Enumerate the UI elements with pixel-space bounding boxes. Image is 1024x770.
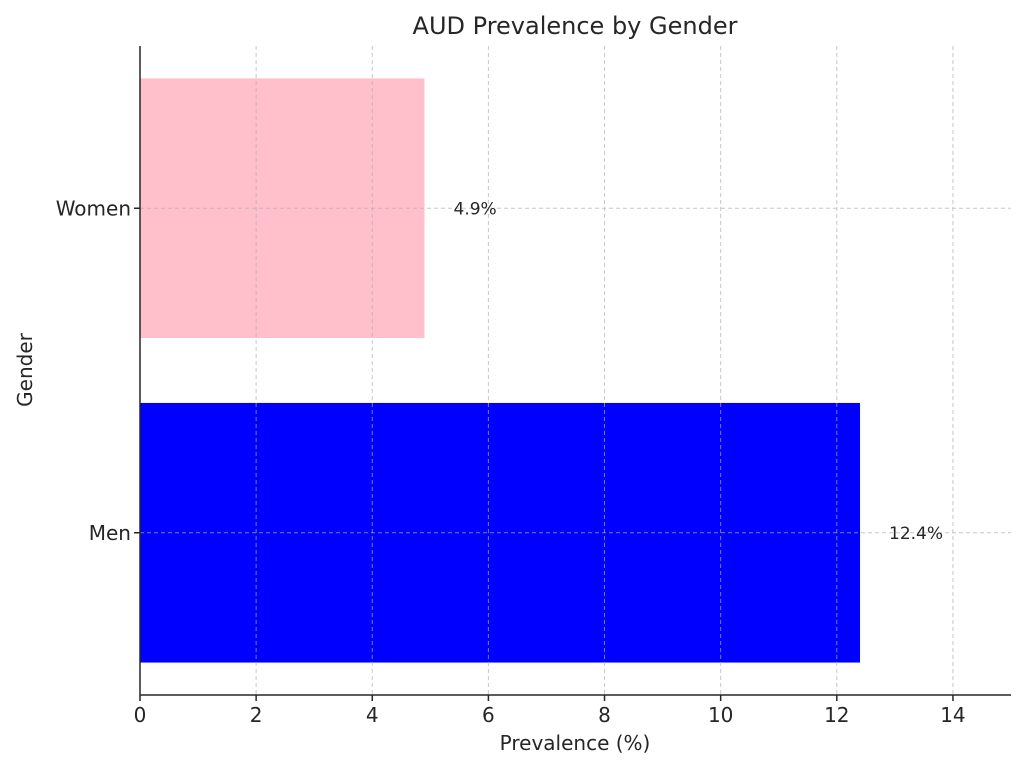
chart-title: AUD Prevalence by Gender bbox=[413, 12, 738, 40]
x-tick-label: 4 bbox=[366, 703, 379, 727]
y-axis-label: Gender bbox=[13, 332, 37, 406]
y-tick-label-men: Men bbox=[89, 521, 131, 545]
x-tick-label: 8 bbox=[598, 703, 611, 727]
x-tick-label: 6 bbox=[482, 703, 495, 727]
data-label-men: 12.4% bbox=[889, 524, 943, 544]
grid-layer bbox=[139, 46, 1011, 695]
axis-layer: 0 2 4 6 8 10 12 14 Men 12.4% Women 4.9% bbox=[56, 46, 1011, 727]
x-tick-label: 0 bbox=[134, 703, 147, 727]
x-axis-label: Prevalence (%) bbox=[500, 731, 651, 755]
x-tick-label: 10 bbox=[708, 703, 733, 727]
x-tick-label: 12 bbox=[824, 703, 849, 727]
y-tick-label-women: Women bbox=[56, 196, 131, 220]
x-tick-label: 2 bbox=[250, 703, 263, 727]
x-tick-label: 14 bbox=[940, 703, 965, 727]
data-label-women: 4.9% bbox=[454, 199, 497, 219]
bar-layer bbox=[140, 78, 861, 663]
